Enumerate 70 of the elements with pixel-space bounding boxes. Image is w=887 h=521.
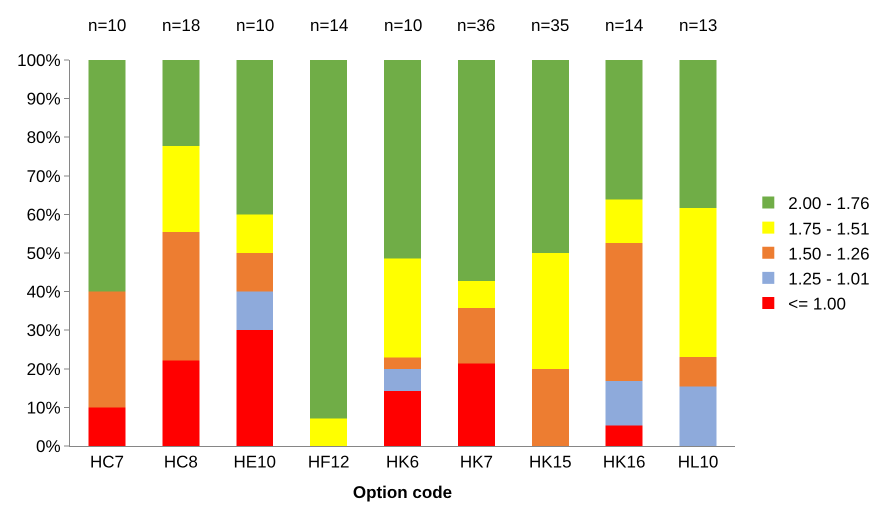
bar — [458, 308, 495, 364]
text: n=14 — [310, 16, 348, 35]
bar — [680, 60, 717, 208]
bar — [458, 280, 495, 308]
x-tick-label: HK16 — [602, 452, 646, 472]
x-tick-label: HK6 — [386, 452, 420, 472]
x-tick-label: HK15 — [529, 452, 572, 472]
text: n=18 — [162, 16, 200, 35]
y-tick-label: 0% — [36, 436, 61, 456]
text: n=10 — [88, 16, 126, 35]
text: n=14 — [605, 16, 644, 35]
bar — [384, 358, 421, 369]
x-tick-label: HE10 — [233, 452, 276, 472]
bar — [532, 60, 569, 253]
y-tick-label: 70% — [26, 166, 61, 186]
bar — [88, 60, 126, 292]
text: n=10 — [384, 16, 422, 35]
legend-label: <= 1.00 — [788, 294, 846, 314]
bar — [680, 208, 717, 357]
bar — [458, 363, 495, 446]
legend-label: 1.75 - 1.51 — [788, 219, 870, 238]
text: n=35 — [531, 16, 570, 35]
bar — [680, 356, 717, 387]
bar — [162, 146, 200, 232]
text: n=13 — [679, 16, 718, 35]
y-tick-label: 20% — [26, 360, 61, 379]
x-tick-label: HF12 — [308, 452, 350, 472]
bar — [310, 418, 348, 446]
bar — [236, 253, 274, 292]
bar — [606, 242, 643, 382]
bar — [606, 199, 643, 243]
y-tick-label: 10% — [26, 398, 61, 418]
x-tick-label: HC8 — [164, 452, 198, 472]
legend-label: 1.25 - 1.01 — [788, 269, 870, 288]
text: n=10 — [236, 16, 274, 35]
bar — [236, 60, 274, 214]
bar — [88, 407, 126, 446]
bar — [458, 60, 495, 281]
bar — [606, 426, 643, 446]
bar — [162, 232, 200, 360]
bar — [532, 368, 569, 446]
text: n=36 — [457, 16, 496, 35]
bar — [384, 390, 421, 446]
x-tick-label: HC7 — [90, 452, 124, 472]
bar — [88, 292, 126, 408]
y-tick-label: 30% — [26, 321, 61, 340]
y-tick-label: 50% — [26, 244, 61, 263]
bar — [606, 60, 643, 200]
x-axis-title: Option code — [352, 482, 452, 502]
legend-label: 2.00 - 1.76 — [788, 194, 870, 214]
bar — [236, 214, 274, 253]
bar — [236, 330, 274, 446]
bar — [384, 368, 421, 391]
bar — [384, 60, 421, 258]
y-tick-label: 90% — [26, 90, 61, 109]
bar — [532, 253, 569, 369]
bar — [162, 360, 200, 446]
y-tick-label: 80% — [26, 128, 61, 148]
y-tick-label: 60% — [26, 205, 61, 224]
bar — [384, 258, 421, 358]
bar — [162, 60, 200, 146]
y-tick-label: 100% — [17, 50, 61, 70]
bar — [606, 381, 643, 426]
legend-label: 1.50 - 1.26 — [788, 244, 870, 264]
bar — [680, 386, 717, 446]
x-tick-label: HK7 — [460, 452, 493, 472]
x-tick-label: HL10 — [678, 452, 718, 472]
y-tick-label: 40% — [26, 282, 61, 302]
bar — [236, 292, 274, 330]
bar — [310, 60, 348, 419]
